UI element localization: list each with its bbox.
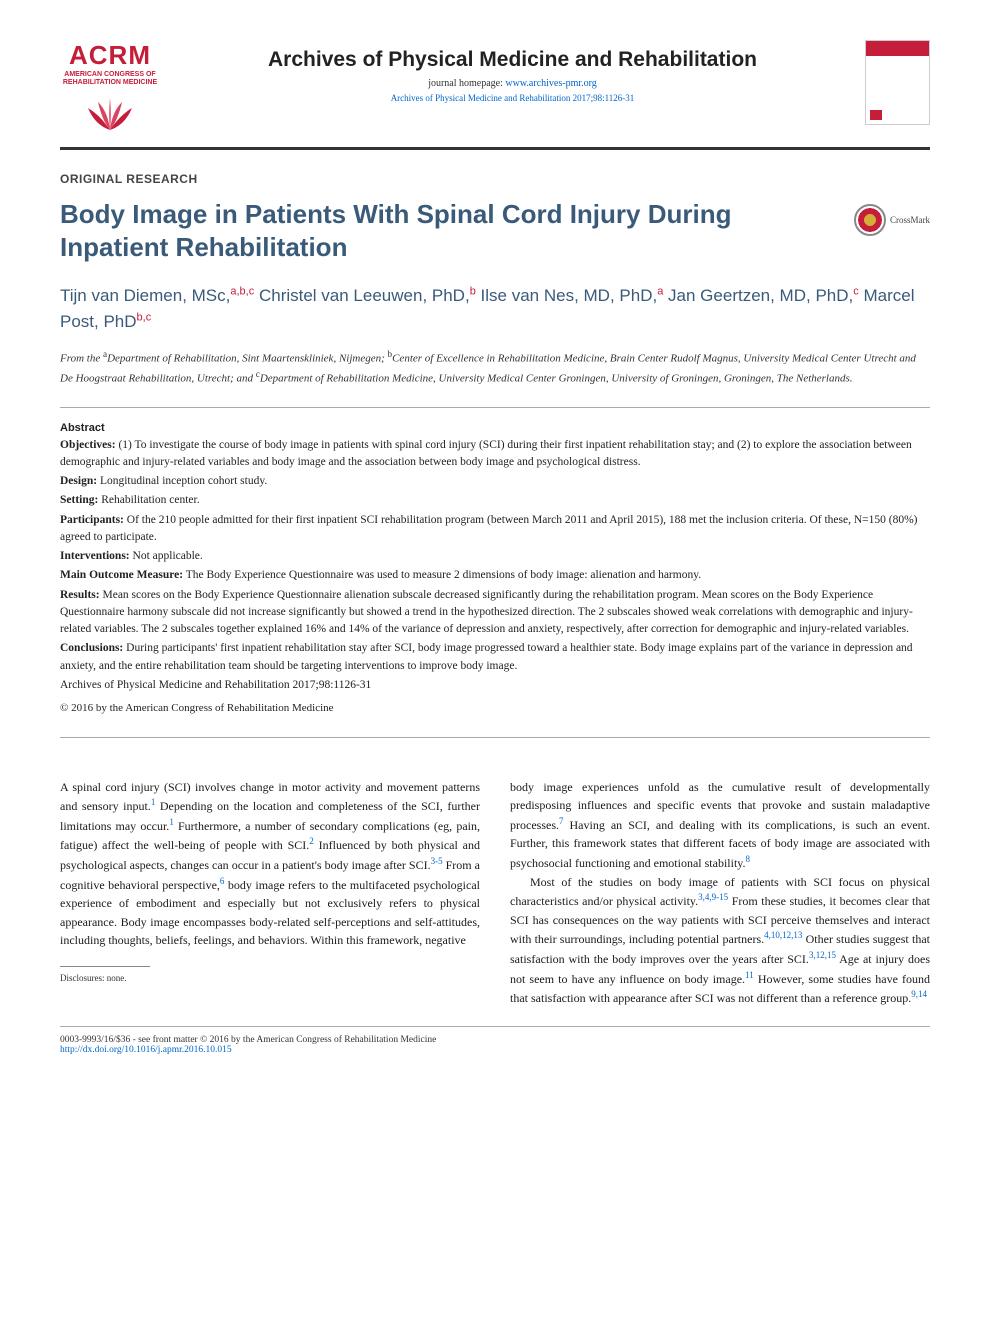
logo-subtitle: AMERICAN CONGRESS OF REHABILITATION MEDI… (60, 71, 160, 86)
disclosure-text: Disclosures: none. (60, 972, 480, 986)
divider (60, 407, 930, 408)
disclosure-rule (60, 966, 150, 967)
crossmark-badge[interactable]: CrossMark (854, 204, 930, 236)
abstract-main-outcome: The Body Experience Questionnaire was us… (186, 569, 701, 581)
body-column-left: A spinal cord injury (SCI) involves chan… (60, 778, 480, 1008)
abstract-body: Objectives: (1) To investigate the cours… (60, 437, 930, 717)
journal-header: ACRM AMERICAN CONGRESS OF REHABILITATION… (60, 40, 930, 150)
author-list: Tijn van Diemen, MSc,a,b,c Christel van … (60, 283, 930, 334)
page-footer: 0003-9993/16/$36 - see front matter © 20… (60, 1026, 930, 1055)
journal-title: Archives of Physical Medicine and Rehabi… (180, 48, 845, 72)
article-body: A spinal cord injury (SCI) involves chan… (60, 778, 930, 1008)
article-type-label: ORIGINAL RESEARCH (60, 172, 930, 186)
affiliations: From the aDepartment of Rehabilitation, … (60, 348, 930, 386)
doi-link[interactable]: http://dx.doi.org/10.1016/j.apmr.2016.10… (60, 1045, 232, 1055)
abstract-design: Longitudinal inception cohort study. (100, 475, 267, 487)
journal-info: Archives of Physical Medicine and Rehabi… (180, 40, 845, 103)
abstract-conclusions: During participants' first inpatient reh… (60, 642, 913, 671)
divider (60, 737, 930, 738)
abstract-interventions: Not applicable. (133, 550, 203, 562)
abstract-results: Mean scores on the Body Experience Quest… (60, 589, 913, 636)
acrm-logo: ACRM AMERICAN CONGRESS OF REHABILITATION… (60, 40, 160, 135)
abstract-setting: Rehabilitation center. (101, 494, 199, 506)
homepage-link[interactable]: www.archives-pmr.org (505, 78, 596, 89)
body-text-left: A spinal cord injury (SCI) involves chan… (60, 778, 480, 950)
journal-cover-thumbnail (865, 40, 930, 125)
body-column-right: body image experiences unfold as the cum… (510, 778, 930, 1008)
logo-acronym: ACRM (69, 40, 151, 71)
header-citation: Archives of Physical Medicine and Rehabi… (180, 93, 845, 103)
journal-homepage: journal homepage: www.archives-pmr.org (180, 78, 845, 89)
abstract-archives-line: Archives of Physical Medicine and Rehabi… (60, 677, 930, 694)
crossmark-label: CrossMark (890, 215, 930, 225)
article-title: Body Image in Patients With Spinal Cord … (60, 198, 839, 263)
abstract-copyright: © 2016 by the American Congress of Rehab… (60, 700, 930, 717)
crossmark-icon (854, 204, 886, 236)
footer-front-matter: 0003-9993/16/$36 - see front matter © 20… (60, 1035, 930, 1045)
abstract-objectives: (1) To investigate the course of body im… (60, 439, 912, 468)
lotus-icon (80, 90, 140, 135)
abstract-participants: Of the 210 people admitted for their fir… (60, 514, 918, 543)
abstract-heading: Abstract (60, 422, 930, 434)
